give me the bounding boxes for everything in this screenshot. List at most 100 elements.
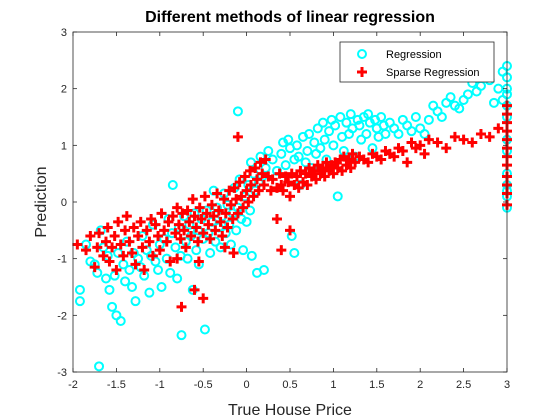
regression-point <box>115 316 126 326</box>
sparse-regression-point <box>344 154 355 165</box>
sparse-regression-point <box>199 191 210 202</box>
sparse-regression-point <box>144 236 155 247</box>
sparse-regression-point <box>206 199 217 210</box>
sparse-regression-point <box>186 231 197 241</box>
sparse-regression-point <box>193 256 204 267</box>
sparse-regression-point <box>115 239 126 250</box>
sparse-regression-point <box>257 168 268 179</box>
regression-point <box>454 103 465 114</box>
sparse-regression-point <box>109 231 120 241</box>
x-tick-label: 1 <box>330 379 336 391</box>
regression-point <box>406 126 417 137</box>
sparse-regression-point <box>228 248 239 258</box>
regression-point <box>280 160 291 171</box>
sparse-regression-point <box>302 180 313 190</box>
sparse-regression-point <box>330 157 341 168</box>
sparse-regression-point <box>176 301 187 312</box>
sparse-regression-point <box>124 236 135 247</box>
regression-point <box>293 151 304 162</box>
sparse-regression-point <box>300 168 311 179</box>
regression-point <box>92 267 103 278</box>
sparse-regression-point <box>72 239 83 250</box>
sparse-regression-point <box>85 231 96 241</box>
sparse-regression-point <box>212 188 223 199</box>
sparse-regression-point <box>432 137 443 148</box>
sparse-regression-point <box>280 171 291 182</box>
sparse-regression-point <box>363 157 374 168</box>
regression-point <box>315 143 326 154</box>
regression-point <box>120 276 131 287</box>
sparse-regression-point <box>227 214 238 224</box>
sparse-regression-point <box>113 216 124 227</box>
legend-regression-marker <box>357 49 367 59</box>
sparse-regression-point <box>328 168 339 179</box>
regression-point <box>291 140 302 151</box>
sparse-regression-point <box>345 163 356 173</box>
sparse-regression-point <box>191 222 202 233</box>
regression-point <box>232 106 243 117</box>
regression-point <box>144 287 155 298</box>
regression-point <box>286 231 297 241</box>
regression-point <box>423 114 434 125</box>
regression-point <box>167 180 178 190</box>
x-axis: -2 -1.5 -1 -0.5 0 0.5 1 1.5 2 2.5 3 <box>68 32 510 391</box>
sparse-regression-point <box>309 165 320 176</box>
sparse-regression-point <box>198 293 209 304</box>
sparse-regression-point <box>201 208 212 219</box>
y-axis-label: Prediction <box>33 166 50 237</box>
legend: Regression Sparse Regression <box>339 41 495 83</box>
sparse-regression-point <box>276 245 287 256</box>
regression-point <box>104 284 115 295</box>
sparse-regression-point <box>184 216 195 227</box>
regression-point <box>419 129 430 139</box>
regression-point <box>124 265 135 275</box>
x-tick-label: -0.5 <box>194 379 213 391</box>
sparse-regression-point <box>104 256 115 267</box>
regression-point <box>317 117 328 128</box>
regression-point <box>246 250 257 261</box>
sparse-regression-point <box>154 245 165 256</box>
sparse-regression-point <box>278 185 289 196</box>
regression-point <box>324 126 335 137</box>
sparse-regression-point <box>159 225 170 236</box>
sparse-regression-point <box>267 174 278 185</box>
regression-point <box>133 253 144 264</box>
sparse-regression-point <box>248 191 259 202</box>
sparse-regression-point <box>419 148 430 159</box>
sparse-regression-point <box>147 250 158 261</box>
x-tick-label: -2 <box>68 379 78 391</box>
regression-point <box>335 112 346 122</box>
sparse-regression-point <box>389 151 400 162</box>
sparse-regression-point <box>135 216 146 227</box>
regression-point <box>445 92 456 103</box>
regression-point <box>364 117 375 128</box>
regression-point <box>245 205 256 216</box>
sparse-regression-point <box>265 185 276 196</box>
sparse-regression-point <box>156 208 167 219</box>
sparse-regression-point <box>441 143 452 154</box>
regression-point <box>205 248 216 258</box>
regression-point <box>436 112 447 122</box>
x-tick-label: 2.5 <box>456 379 471 391</box>
regression-point <box>309 137 320 148</box>
sparse-regression-point <box>219 194 230 205</box>
regression-point <box>74 296 85 307</box>
sparse-regression-point <box>198 228 209 239</box>
sparse-regression-point <box>238 202 249 213</box>
sparse-regression-point <box>229 182 240 193</box>
sparse-regression-point <box>210 225 221 236</box>
sparse-regression-point <box>100 236 111 247</box>
regression-point <box>393 129 404 139</box>
sparse-regression-point <box>128 222 139 233</box>
sparse-regression-point <box>177 208 188 219</box>
regression-point <box>376 112 387 122</box>
regression-point <box>176 330 187 341</box>
sparse-regression-point <box>172 253 183 264</box>
x-tick-label: 3 <box>504 379 510 391</box>
regression-point <box>225 239 236 250</box>
regression-point <box>153 265 164 275</box>
sparse-regression-point <box>187 194 198 205</box>
sparse-regression-point <box>312 160 323 171</box>
legend-regression-label: Regression <box>386 49 442 61</box>
sparse-regression-point <box>194 202 205 213</box>
